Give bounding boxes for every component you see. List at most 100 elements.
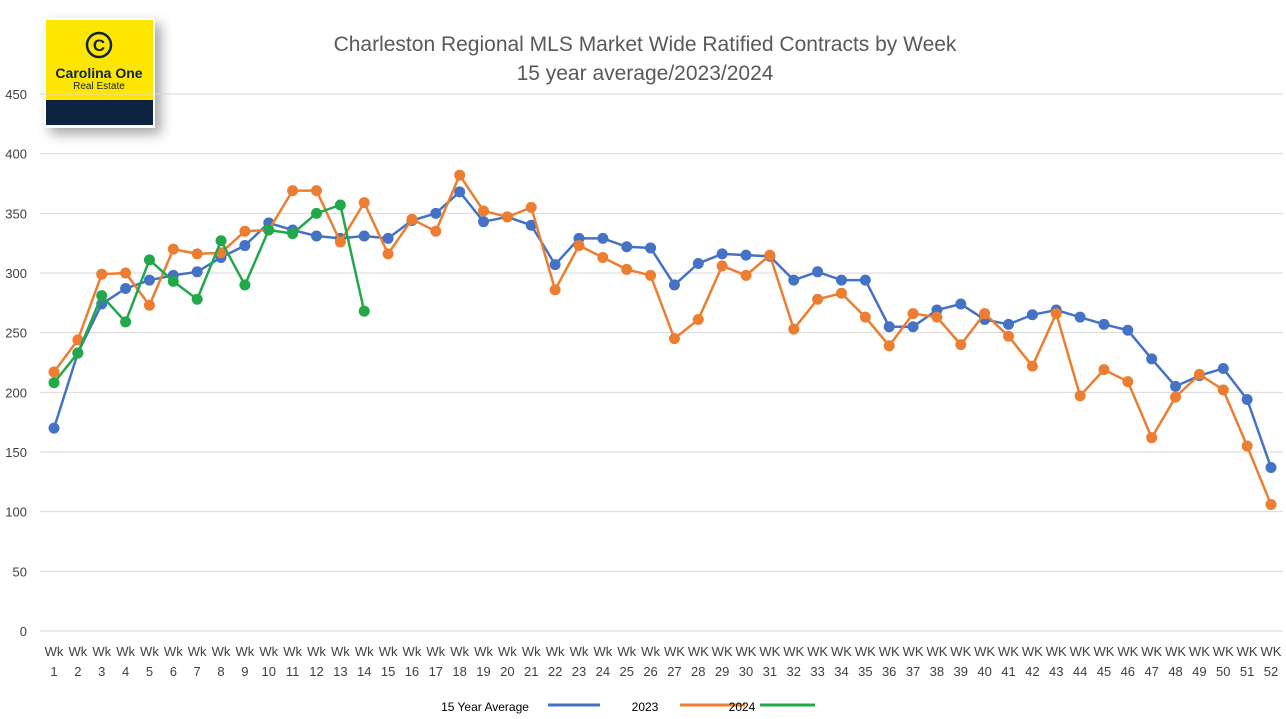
data-point [72, 347, 84, 359]
y-tick-label: 200 [5, 385, 27, 400]
data-point [72, 334, 84, 346]
data-point [310, 185, 322, 197]
data-point [1050, 308, 1062, 320]
x-tick-label: WK 34 [831, 644, 852, 679]
y-tick-label: 0 [20, 624, 27, 639]
x-tick-label: WK 47 [1141, 644, 1162, 679]
data-point [1003, 318, 1015, 330]
chart-subtitle: 15 year average/2023/2024 [517, 62, 774, 85]
data-point [191, 248, 203, 260]
data-point [120, 267, 132, 279]
data-point [358, 197, 370, 209]
data-point [1026, 360, 1038, 372]
x-tick-label: WK 31 [759, 644, 780, 679]
data-point [764, 249, 776, 261]
data-point [955, 339, 967, 351]
data-point [358, 230, 370, 242]
data-point [1003, 330, 1015, 342]
logo-name: Carolina One [55, 65, 142, 81]
x-tick-label: WK 40 [974, 644, 995, 679]
data-point [740, 269, 752, 281]
data-point [835, 287, 847, 299]
data-point [1122, 324, 1134, 336]
y-tick-label: 50 [13, 564, 27, 579]
data-point [120, 283, 132, 295]
x-tick-label: WK 27 [664, 644, 685, 679]
data-point [788, 274, 800, 286]
x-tick-label: WK 49 [1189, 644, 1210, 679]
x-tick-label: WK 35 [855, 644, 876, 679]
x-tick-label: WK 36 [879, 644, 900, 679]
data-point [478, 216, 490, 228]
data-point [883, 321, 895, 333]
data-point [883, 340, 895, 352]
data-point [1026, 309, 1038, 321]
data-point [740, 249, 752, 261]
data-point [287, 228, 299, 240]
data-point [334, 199, 346, 211]
x-tick-label: WK 43 [1046, 644, 1067, 679]
logo-icon [85, 31, 113, 59]
x-tick-label: Wk 17 [426, 644, 445, 679]
data-point [454, 186, 466, 198]
data-point [143, 274, 155, 286]
data-point [143, 299, 155, 311]
x-tick-label: Wk 12 [307, 644, 326, 679]
data-point [382, 248, 394, 260]
data-point [621, 241, 633, 253]
data-point [478, 205, 490, 217]
y-tick-label: 100 [5, 505, 27, 520]
x-tick-label: Wk 1 [45, 644, 64, 679]
x-tick-label: WK 32 [783, 644, 804, 679]
x-tick-label: Wk 19 [474, 644, 493, 679]
data-point [1146, 353, 1158, 365]
data-point [1193, 368, 1205, 380]
x-tick-label: Wk 11 [283, 644, 302, 679]
data-point [287, 185, 299, 197]
x-tick-label: Wk 22 [546, 644, 565, 679]
data-point [191, 266, 203, 278]
x-tick-label: WK 28 [688, 644, 709, 679]
data-point [525, 201, 537, 213]
data-point [1241, 440, 1253, 452]
data-point [310, 230, 322, 242]
x-tick-label: WK 44 [1070, 644, 1091, 679]
x-tick-label: Wk 16 [403, 644, 422, 679]
x-tick-label: Wk 2 [68, 644, 87, 679]
data-point [597, 251, 609, 263]
data-point [239, 225, 251, 237]
logo-c: C [93, 36, 105, 55]
data-point [645, 269, 657, 281]
x-tick-label: WK 42 [1022, 644, 1043, 679]
data-point [907, 321, 919, 333]
x-tick-label: Wk 4 [116, 644, 135, 679]
data-point [645, 242, 657, 254]
data-point [1170, 380, 1182, 392]
data-point [525, 219, 537, 231]
data-point [96, 290, 108, 302]
data-point [859, 274, 871, 286]
data-point [48, 377, 60, 389]
x-tick-label: WK 51 [1237, 644, 1258, 679]
data-point [334, 236, 346, 248]
series-line [52, 172, 1273, 505]
data-point [48, 366, 60, 378]
data-point [48, 422, 60, 434]
data-point [979, 308, 991, 320]
data-point [167, 243, 179, 255]
data-point [788, 323, 800, 335]
data-point [358, 305, 370, 317]
x-tick-label: Wk 18 [450, 644, 469, 679]
x-tick-label: WK 29 [712, 644, 733, 679]
data-point [430, 207, 442, 219]
data-point [1098, 318, 1110, 330]
x-tick-label: Wk 15 [379, 644, 398, 679]
data-point [501, 211, 513, 223]
x-tick-label: Wk 8 [212, 644, 231, 679]
data-point [1098, 364, 1110, 376]
x-tick-label: Wk 23 [570, 644, 589, 679]
data-point [406, 213, 418, 225]
x-tick-label: WK 46 [1117, 644, 1138, 679]
legend-label: 15 Year Average [441, 700, 529, 714]
